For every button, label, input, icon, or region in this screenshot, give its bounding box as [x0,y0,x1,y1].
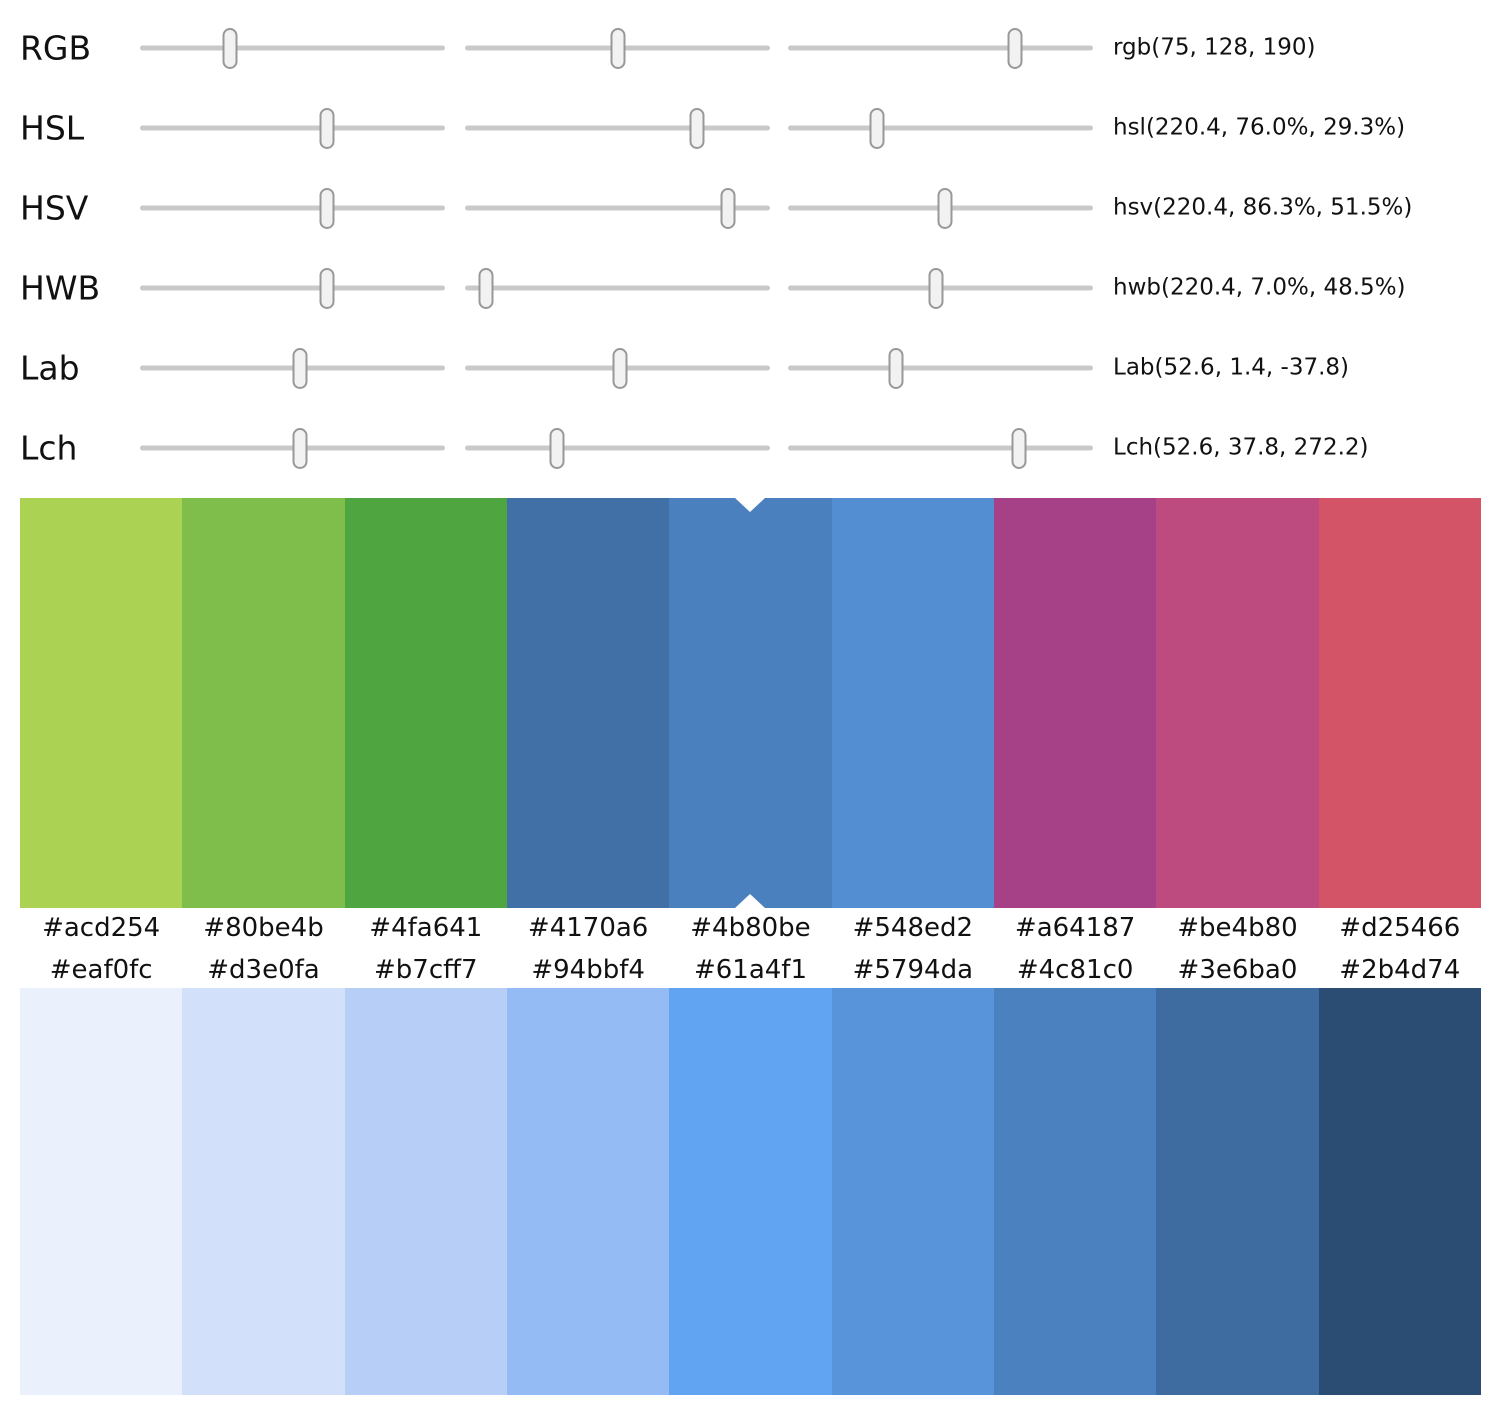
slider-row-value: hsv(220.4, 86.3%, 51.5%) [1113,194,1413,221]
lightness-hex-label: #94bbf4 [531,955,645,985]
slider-thumb[interactable] [888,347,904,389]
slider-panel: RGB rgb(75, 128, 190) HSL hsl(220.4, 76.… [0,8,1501,488]
palette-swatch[interactable] [344,498,507,908]
slider-thumb[interactable] [1011,427,1027,469]
slider-track[interactable] [465,427,770,469]
lightness-swatch[interactable] [344,988,507,1395]
slider-thumb[interactable] [937,187,953,229]
palette-swatch[interactable] [993,498,1157,908]
slider-thumb[interactable] [549,427,564,469]
lightness-swatch[interactable] [831,988,994,1395]
slider-track[interactable] [465,107,770,149]
selection-caret-bottom-icon [735,894,766,908]
slider-row-label: Lch [20,428,78,468]
slider-track[interactable] [465,347,770,389]
palette-strip [20,498,1481,908]
slider-row-label: HWB [20,268,101,308]
slider-thumb[interactable] [222,27,238,69]
slider-track[interactable] [788,347,1093,389]
slider-track[interactable] [465,267,770,309]
slider-track[interactable] [788,267,1093,309]
palette-swatch[interactable] [1156,498,1319,908]
slider-track[interactable] [140,427,445,469]
lightness-swatch[interactable] [20,988,183,1395]
slider-row-value: rgb(75, 128, 190) [1113,34,1316,61]
slider-row-label: RGB [20,28,92,68]
palette-swatch[interactable] [182,498,345,908]
slider-track[interactable] [465,187,770,229]
lightness-hex-row: #eaf0fc #d3e0fa #b7cff7 #94bbf4 #61a4f1 … [20,950,1481,990]
lightness-swatch[interactable] [506,988,670,1395]
lightness-swatch[interactable] [1318,988,1481,1395]
lightness-hex-label: #4c81c0 [1016,955,1134,985]
slider-track[interactable] [788,107,1093,149]
lightness-swatch[interactable] [669,988,832,1395]
slider-thumb[interactable] [292,347,308,389]
slider-thumb[interactable] [292,427,308,469]
palette-hex-label: #d25466 [1339,913,1461,943]
slider-thumb[interactable] [319,267,335,309]
palette-swatch[interactable] [831,498,994,908]
slider-thumb[interactable] [1007,27,1023,69]
lightness-hex-label: #5794da [852,955,973,985]
slider-row-value: Lab(52.6, 1.4, -37.8) [1113,354,1349,381]
palette-hex-row: #acd254 #80be4b #4fa641 #4170a6 #4b80be … [20,906,1481,950]
palette-swatch-selected[interactable] [669,498,832,908]
lightness-hex-label: #eaf0fc [49,955,153,985]
palette-hex-label: #4170a6 [527,913,649,943]
slider-row-lab: Lab Lab(52.6, 1.4, -37.8) [0,328,1501,408]
slider-thumb[interactable] [319,107,335,149]
lightness-hex-label: #b7cff7 [374,955,478,985]
slider-row-hsv: HSV hsv(220.4, 86.3%, 51.5%) [0,168,1501,248]
slider-thumb[interactable] [689,107,705,149]
lightness-hex-label: #61a4f1 [693,955,807,985]
slider-thumb[interactable] [478,267,494,309]
slider-thumb[interactable] [928,267,944,309]
palette-swatch[interactable] [1318,498,1481,908]
slider-row-hwb: HWB hwb(220.4, 7.0%, 48.5%) [0,248,1501,328]
palette-swatch[interactable] [20,498,183,908]
slider-row-value: Lch(52.6, 37.8, 272.2) [1113,434,1369,461]
selection-caret-top-icon [735,498,766,512]
lightness-swatch[interactable] [182,988,345,1395]
lightness-swatch[interactable] [993,988,1157,1395]
slider-row-hsl: HSL hsl(220.4, 76.0%, 29.3%) [0,88,1501,168]
slider-thumb[interactable] [612,347,628,389]
lightness-swatch[interactable] [1156,988,1319,1395]
slider-row-label: HSV [20,188,89,228]
slider-thumb[interactable] [319,187,335,229]
palette-hex-label: #4b80be [690,913,811,943]
lightness-hex-label: #2b4d74 [1339,955,1461,985]
palette-hex-label: #4fa641 [369,913,483,943]
slider-track[interactable] [788,187,1093,229]
palette-hex-label: #acd254 [42,913,161,943]
slider-track[interactable] [788,27,1093,69]
palette-hex-label: #548ed2 [852,913,974,943]
palette-hex-label: #80be4b [203,913,324,943]
palette-hex-label: #be4b80 [1177,913,1298,943]
slider-row-label: Lab [20,348,80,388]
lightness-hex-label: #3e6ba0 [1177,955,1298,985]
slider-row-value: hsl(220.4, 76.0%, 29.3%) [1113,114,1406,141]
palette-swatch[interactable] [506,498,670,908]
slider-track[interactable] [788,427,1093,469]
slider-thumb[interactable] [869,107,885,149]
palette-hex-label: #a64187 [1014,913,1136,943]
slider-track[interactable] [140,107,445,149]
slider-row-lch: Lch Lch(52.6, 37.8, 272.2) [0,408,1501,488]
slider-row-rgb: RGB rgb(75, 128, 190) [0,8,1501,88]
slider-row-value: hwb(220.4, 7.0%, 48.5%) [1113,274,1406,301]
slider-thumb[interactable] [610,27,626,69]
slider-track[interactable] [140,347,445,389]
slider-track[interactable] [465,27,770,69]
slider-track[interactable] [140,187,445,229]
slider-row-label: HSL [20,108,85,148]
lightness-hex-label: #d3e0fa [207,955,320,985]
lightness-strip [20,988,1481,1395]
slider-thumb[interactable] [720,187,736,229]
slider-track[interactable] [140,267,445,309]
slider-track[interactable] [140,27,445,69]
